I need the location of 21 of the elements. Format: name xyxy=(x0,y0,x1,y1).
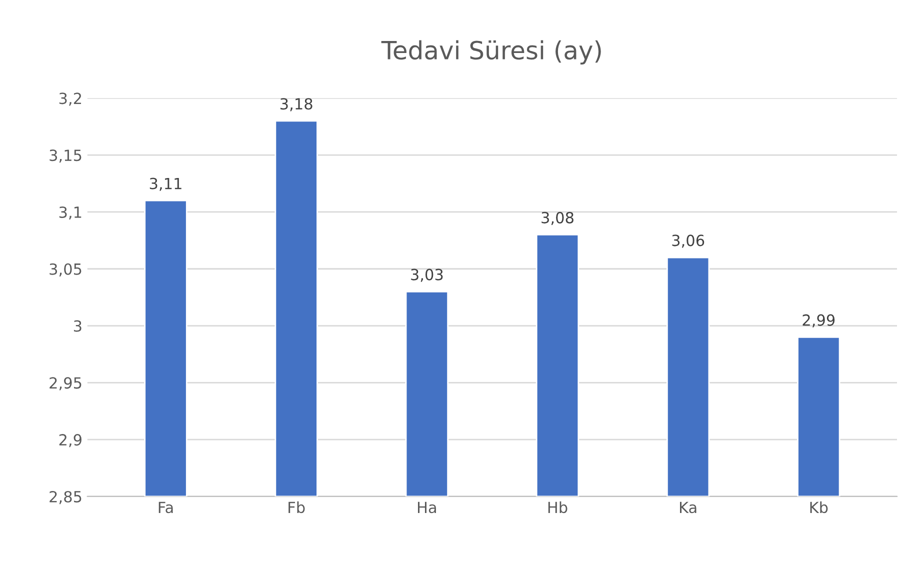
x-tick-label: Ha xyxy=(418,502,436,514)
data-label: 3,03 xyxy=(411,268,443,282)
data-label: 3,06 xyxy=(672,234,704,248)
y-tick-label: 3 xyxy=(74,320,82,332)
x-tick-label: Hb xyxy=(548,501,568,514)
data-label: 3,18 xyxy=(280,98,312,112)
x-tick-label: Fa xyxy=(158,502,173,514)
chart-title: Tedavi Süresi (ay) xyxy=(381,40,601,64)
y-tick-label: 2,9 xyxy=(59,434,82,448)
y-tick-label: 3,1 xyxy=(59,206,82,220)
data-label: 2,99 xyxy=(802,314,835,328)
y-tick-label: 2,95 xyxy=(50,377,82,390)
x-tick-label: Fb xyxy=(288,501,305,514)
y-tick-label: 2,85 xyxy=(50,490,82,504)
y-tick-label: 3,15 xyxy=(50,150,82,163)
y-tick-label: 3,2 xyxy=(59,92,82,106)
x-tick-label: Kb xyxy=(810,501,828,514)
x-tick-label: Ka xyxy=(680,502,696,514)
y-tick-label: 3,05 xyxy=(50,263,82,276)
data-label: 3,08 xyxy=(542,212,574,226)
data-label: 3,11 xyxy=(150,178,182,191)
